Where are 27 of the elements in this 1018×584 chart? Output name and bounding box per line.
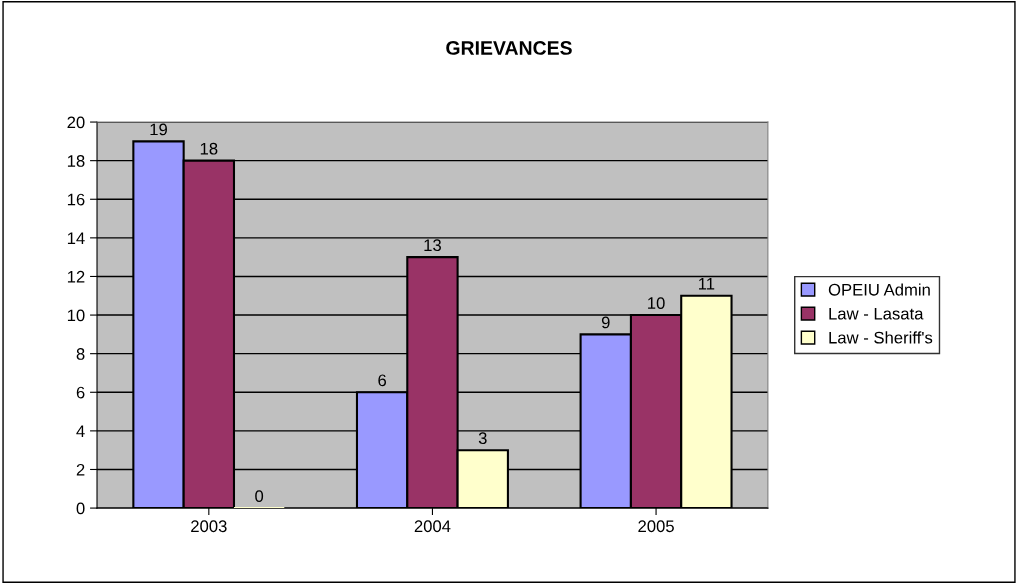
y-tick-label: 20 (67, 116, 85, 129)
y-tick-label: 12 (67, 270, 85, 283)
x-tick-label: 2005 (638, 520, 674, 533)
legend-label: Law - Sheriff's (829, 331, 933, 344)
data-label: 13 (424, 239, 441, 252)
y-tick-label: 10 (67, 309, 85, 322)
data-label: 19 (150, 123, 167, 136)
y-tick-label: 2 (76, 463, 85, 476)
y-tick-label: 16 (67, 193, 85, 206)
data-label: 6 (378, 374, 387, 387)
data-label: 9 (601, 316, 610, 329)
y-tick-label: 14 (67, 232, 85, 244)
legend-label: OPEIU Admin (828, 283, 930, 296)
data-label: 3 (478, 432, 487, 445)
y-tick-label: 8 (76, 348, 85, 360)
data-label: 10 (648, 297, 665, 309)
x-tick-label: 2004 (414, 520, 451, 533)
y-tick-label: 0 (76, 502, 85, 515)
x-tick-label: 2003 (191, 520, 227, 533)
chart-title: GRIEVANCES (446, 41, 572, 55)
data-label: 0 (255, 490, 264, 503)
legend-label: Law - Lasata (829, 307, 924, 320)
y-tick-label: 18 (67, 155, 85, 167)
y-tick-label: 6 (76, 386, 85, 399)
y-tick-label: 4 (76, 425, 85, 437)
data-label: 11 (699, 278, 715, 290)
data-label: 18 (200, 142, 218, 155)
